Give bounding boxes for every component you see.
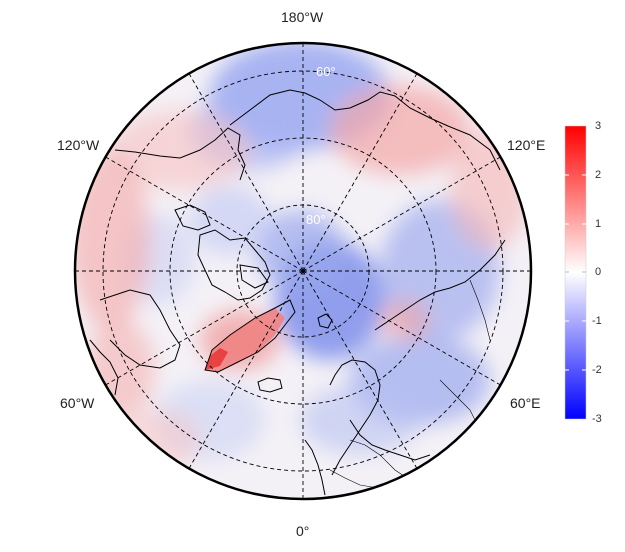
colorbar-label: 1 — [595, 218, 602, 230]
lon-label-60w: 60°W — [60, 395, 95, 411]
colorbar-label: 2 — [595, 169, 602, 181]
colorbar-label: -3 — [592, 413, 602, 425]
meridian — [302, 270, 418, 469]
anomaly-field — [75, 43, 531, 499]
lon-label-180w: 180°W — [281, 9, 324, 25]
graticule — [75, 43, 531, 499]
meridian — [105, 156, 304, 272]
colorbar-label: 3 — [595, 120, 602, 132]
colorbar-ticks — [565, 174, 586, 371]
meridian — [188, 270, 304, 469]
colorbar-label: -2 — [592, 364, 602, 376]
lon-label-120e: 120°E — [507, 137, 546, 153]
meridian — [188, 73, 304, 272]
colorbar-label: -1 — [592, 315, 602, 327]
colorbar — [564, 125, 587, 420]
map-boundary — [73, 41, 533, 501]
lon-label-60e: 60°E — [510, 395, 541, 411]
lon-label-0: 0° — [296, 523, 310, 539]
colorbar-label: 0 — [595, 266, 602, 278]
lat-label-inner: 80° — [306, 212, 326, 227]
lat-label-outer: 60° — [316, 64, 336, 79]
meridian — [105, 270, 304, 386]
meridian — [302, 270, 501, 386]
meridian — [302, 73, 418, 272]
lon-label-120w: 120°W — [57, 137, 100, 153]
meridian — [302, 156, 501, 272]
